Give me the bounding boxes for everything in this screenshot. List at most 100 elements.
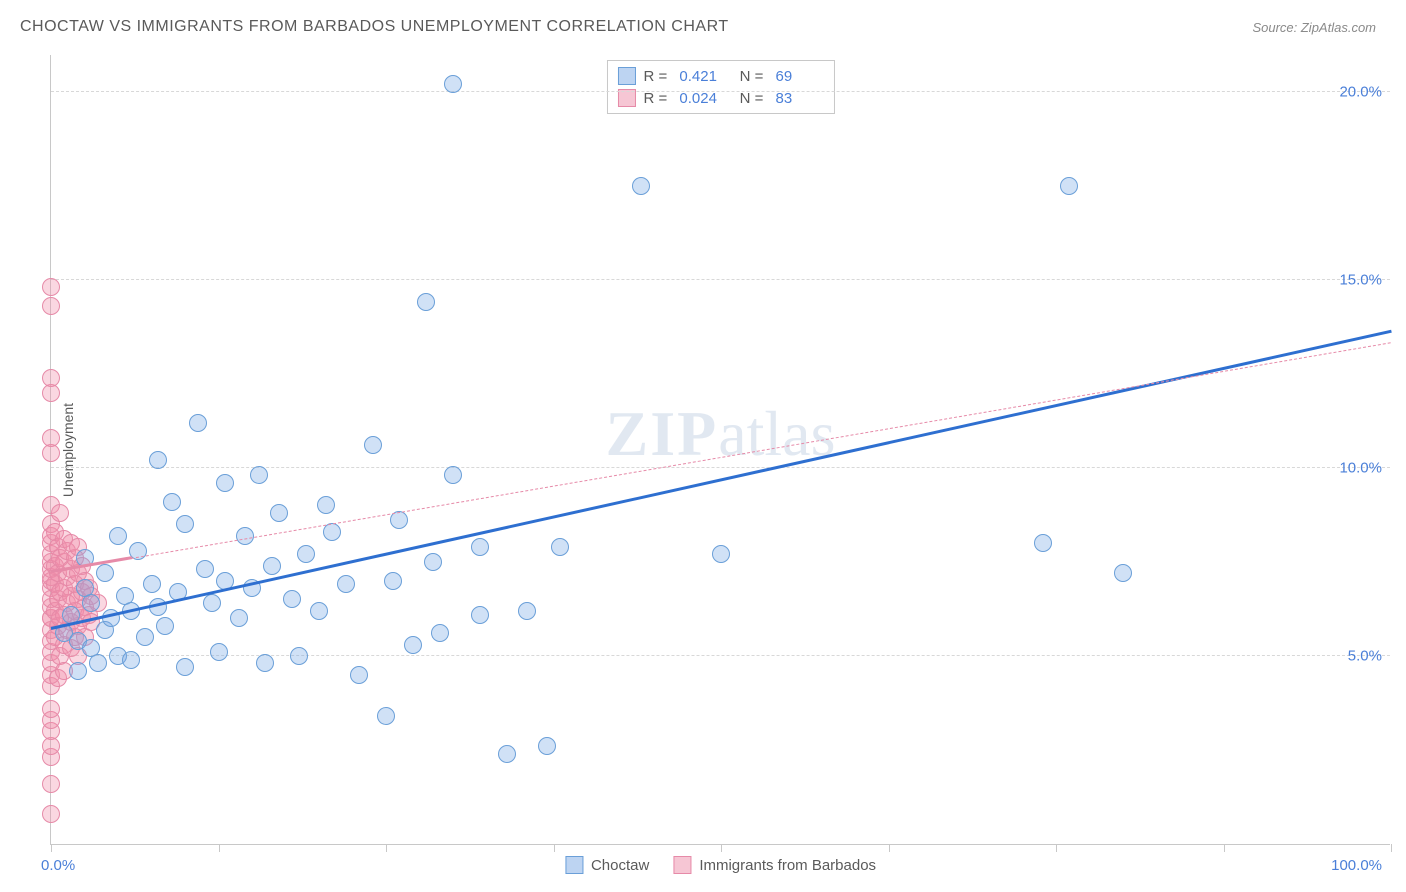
data-point — [210, 643, 228, 661]
r-label: R = — [643, 90, 671, 107]
x-tick — [554, 844, 555, 852]
data-point — [51, 504, 69, 522]
data-point — [384, 572, 402, 590]
data-point — [156, 617, 174, 635]
legend-label: Choctaw — [591, 857, 649, 874]
data-point — [42, 700, 60, 718]
data-point — [290, 647, 308, 665]
data-point — [498, 745, 516, 763]
data-point — [270, 504, 288, 522]
y-tick-label: 10.0% — [1339, 459, 1382, 476]
data-point — [96, 564, 114, 582]
x-tick — [1056, 844, 1057, 852]
data-point — [551, 538, 569, 556]
n-label: N = — [735, 68, 767, 85]
data-point — [42, 805, 60, 823]
data-point — [89, 654, 107, 672]
data-point — [42, 369, 60, 387]
scatter-chart: Unemployment ZIPatlas R = 0.421 N = 69R … — [50, 55, 1390, 845]
data-point — [297, 545, 315, 563]
stats-row: R = 0.421 N = 69 — [617, 65, 823, 87]
data-point — [350, 666, 368, 684]
data-point — [203, 594, 221, 612]
data-point — [256, 654, 274, 672]
r-value: 0.421 — [679, 68, 727, 85]
stats-legend: R = 0.421 N = 69R = 0.024 N = 83 — [606, 60, 834, 114]
chart-title: CHOCTAW VS IMMIGRANTS FROM BARBADOS UNEM… — [20, 18, 729, 36]
data-point — [216, 474, 234, 492]
trend-line — [131, 343, 1391, 560]
r-label: R = — [643, 68, 671, 85]
data-point — [444, 75, 462, 93]
data-point — [1114, 564, 1132, 582]
data-point — [250, 466, 268, 484]
data-point — [230, 609, 248, 627]
y-tick-label: 5.0% — [1348, 647, 1382, 664]
legend-swatch — [617, 89, 635, 107]
x-tick — [219, 844, 220, 852]
y-tick-label: 15.0% — [1339, 271, 1382, 288]
data-point — [404, 636, 422, 654]
data-point — [283, 590, 301, 608]
data-point — [42, 429, 60, 447]
chart-source: Source: ZipAtlas.com — [1252, 20, 1376, 35]
n-label: N = — [735, 90, 767, 107]
data-point — [69, 662, 87, 680]
data-point — [632, 177, 650, 195]
data-point — [122, 651, 140, 669]
data-point — [390, 511, 408, 529]
data-point — [149, 451, 167, 469]
y-tick-label: 20.0% — [1339, 83, 1382, 100]
legend-item: Choctaw — [565, 856, 649, 874]
legend-swatch — [617, 67, 635, 85]
data-point — [377, 707, 395, 725]
x-tick — [51, 844, 52, 852]
data-point — [42, 278, 60, 296]
series-legend: Choctaw Immigrants from Barbados — [565, 856, 876, 874]
gridline — [51, 279, 1390, 280]
data-point — [444, 466, 462, 484]
data-point — [337, 575, 355, 593]
data-point — [176, 515, 194, 533]
data-point — [518, 602, 536, 620]
data-point — [189, 414, 207, 432]
legend-swatch — [565, 856, 583, 874]
data-point — [82, 594, 100, 612]
legend-swatch — [673, 856, 691, 874]
data-point — [196, 560, 214, 578]
r-value: 0.024 — [679, 90, 727, 107]
data-point — [136, 628, 154, 646]
data-point — [163, 493, 181, 511]
data-point — [42, 297, 60, 315]
data-point — [236, 527, 254, 545]
x-tick — [721, 844, 722, 852]
data-point — [1034, 534, 1052, 552]
x-axis-min-label: 0.0% — [41, 857, 75, 874]
data-point — [364, 436, 382, 454]
data-point — [1060, 177, 1078, 195]
n-value: 69 — [776, 68, 824, 85]
data-point — [176, 658, 194, 676]
data-point — [431, 624, 449, 642]
x-tick — [1391, 844, 1392, 852]
data-point — [471, 606, 489, 624]
legend-item: Immigrants from Barbados — [673, 856, 876, 874]
data-point — [310, 602, 328, 620]
data-point — [317, 496, 335, 514]
data-point — [109, 527, 127, 545]
x-tick — [386, 844, 387, 852]
x-axis-max-label: 100.0% — [1331, 857, 1382, 874]
x-tick — [889, 844, 890, 852]
gridline — [51, 91, 1390, 92]
data-point — [471, 538, 489, 556]
n-value: 83 — [776, 90, 824, 107]
data-point — [712, 545, 730, 563]
data-point — [424, 553, 442, 571]
data-point — [143, 575, 161, 593]
gridline — [51, 655, 1390, 656]
data-point — [417, 293, 435, 311]
data-point — [538, 737, 556, 755]
x-tick — [1224, 844, 1225, 852]
data-point — [42, 775, 60, 793]
y-axis-label: Unemployment — [60, 402, 76, 496]
